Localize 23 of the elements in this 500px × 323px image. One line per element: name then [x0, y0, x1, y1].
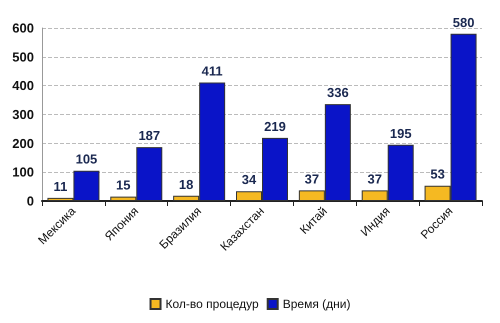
data-label: 53 [430, 166, 445, 182]
y-tick-label: 0 [26, 194, 34, 208]
legend-label: Время (дни) [282, 297, 350, 311]
y-tick-label: 100 [12, 164, 34, 180]
data-label: 15 [116, 178, 131, 193]
data-label: 580 [452, 14, 474, 30]
y-tick-label: 600 [12, 20, 34, 36]
data-label: 18 [178, 176, 194, 192]
data-label: 219 [264, 118, 286, 134]
y-tick-label: 200 [12, 136, 34, 151]
data-label: 411 [202, 63, 223, 78]
data-label: 105 [76, 152, 98, 167]
data-label: 37 [367, 171, 382, 186]
data-label: 34 [242, 172, 257, 188]
y-tick-label: 400 [12, 78, 34, 94]
data-label: 37 [304, 171, 320, 186]
data-label: 187 [138, 128, 160, 144]
data-label: 195 [390, 126, 412, 141]
data-label: 11 [54, 178, 68, 194]
data-label: 336 [327, 85, 349, 100]
y-tick-label: 300 [12, 107, 34, 122]
legend-label: Кол-во процедур [166, 297, 260, 311]
y-tick-label: 500 [12, 49, 34, 64]
